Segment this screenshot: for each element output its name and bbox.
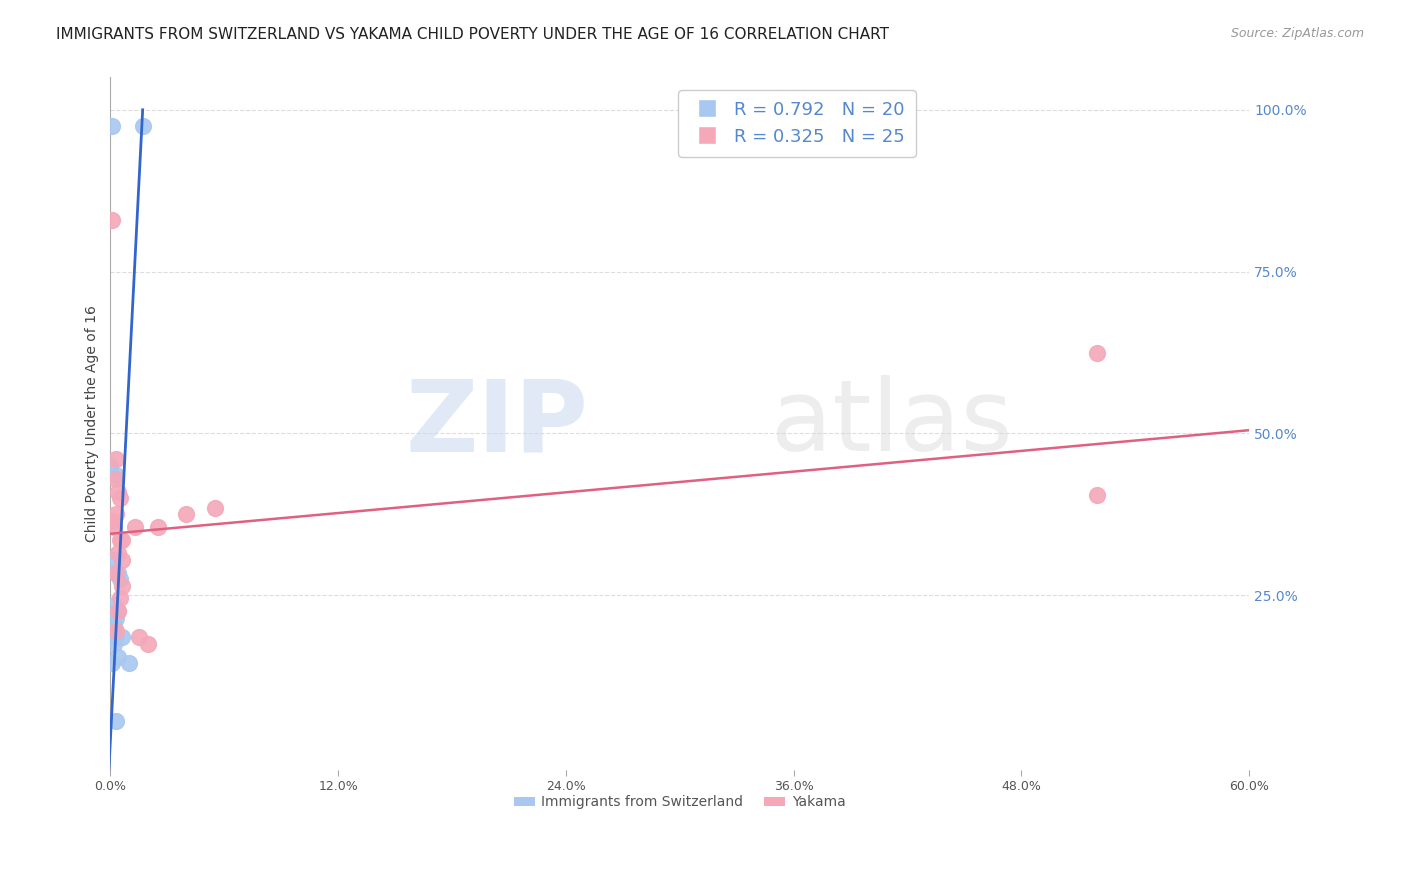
Point: [111, 552, 134, 566]
Point: [103, 598, 125, 612]
Point: [108, 591, 131, 606]
Point: [103, 520, 125, 534]
Point: [103, 637, 125, 651]
Point: [103, 617, 125, 632]
Point: [105, 624, 128, 638]
Point: [101, 212, 124, 227]
Point: [105, 566, 128, 580]
Point: [103, 552, 125, 566]
Point: [138, 637, 160, 651]
Text: IMMIGRANTS FROM SWITZERLAND VS YAKAMA CHILD POVERTY UNDER THE AGE OF 16 CORRELAT: IMMIGRANTS FROM SWITZERLAND VS YAKAMA CH…: [56, 27, 889, 42]
Point: [111, 578, 134, 592]
Point: [118, 656, 141, 670]
Point: [108, 533, 131, 548]
Point: [105, 566, 128, 580]
Point: [108, 491, 131, 505]
Point: [101, 656, 124, 670]
Point: [124, 520, 146, 534]
Text: ZIP: ZIP: [406, 376, 589, 472]
Point: [204, 500, 226, 515]
Point: [105, 452, 128, 467]
Point: [107, 566, 129, 580]
Point: [107, 649, 129, 664]
Point: [105, 714, 128, 729]
Point: [107, 604, 129, 618]
Point: [101, 119, 124, 133]
Point: [176, 508, 198, 522]
Point: [108, 572, 131, 586]
Point: [1085, 488, 1108, 502]
Point: [105, 630, 128, 644]
Point: [105, 472, 128, 486]
Point: [101, 514, 124, 528]
Point: [131, 119, 153, 133]
Point: [107, 484, 129, 499]
Point: [105, 508, 128, 522]
Point: [105, 611, 128, 625]
Y-axis label: Child Poverty Under the Age of 16: Child Poverty Under the Age of 16: [86, 305, 100, 542]
Legend: Immigrants from Switzerland, Yakama: Immigrants from Switzerland, Yakama: [508, 790, 852, 815]
Point: [107, 604, 129, 618]
Point: [111, 630, 134, 644]
Point: [111, 533, 134, 548]
Point: [101, 624, 124, 638]
Text: Source: ZipAtlas.com: Source: ZipAtlas.com: [1230, 27, 1364, 40]
Point: [107, 546, 129, 560]
Text: atlas: atlas: [770, 376, 1012, 472]
Point: [1085, 345, 1108, 359]
Point: [128, 630, 150, 644]
Point: [100, 458, 122, 473]
Point: [105, 468, 128, 483]
Point: [146, 520, 169, 534]
